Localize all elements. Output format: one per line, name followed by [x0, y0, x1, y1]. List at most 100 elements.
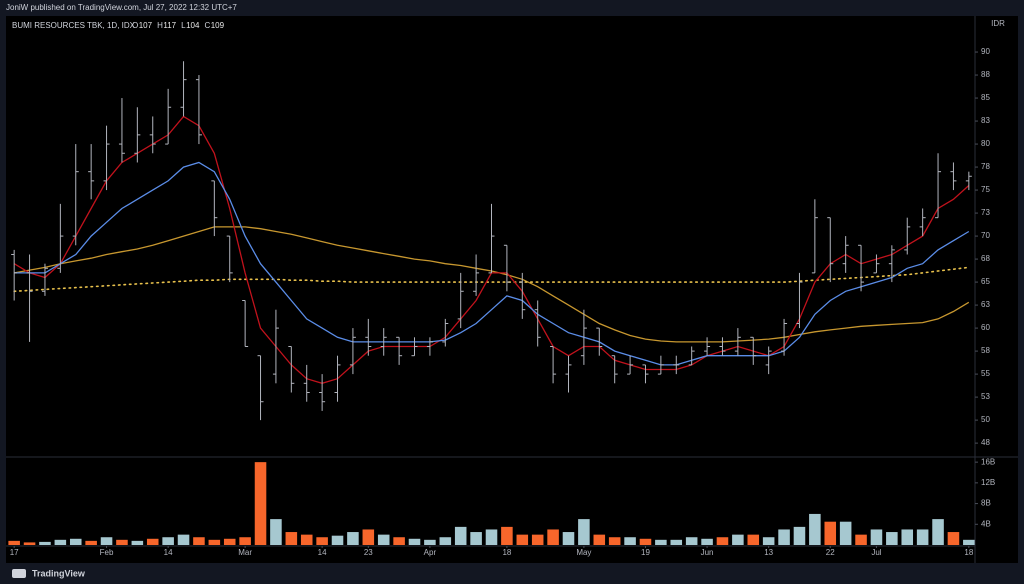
volume-bar [670, 539, 683, 545]
volume-bar [393, 537, 405, 545]
ohlc-value: 107 [139, 21, 153, 30]
x-tick-label: Mar [238, 548, 252, 557]
x-tick-label: Jul [871, 548, 881, 557]
volume-bar [716, 537, 729, 545]
volume-bar [593, 534, 606, 545]
volume-bar [855, 534, 867, 545]
x-tick-label: 19 [641, 548, 650, 557]
volume-bar [963, 539, 975, 545]
volume-bar [193, 537, 205, 545]
volume-bar [485, 529, 498, 545]
y-tick-label: 55 [981, 369, 990, 378]
volume-bar [69, 538, 82, 545]
volume-bar [793, 526, 806, 545]
volume-bar [547, 529, 559, 545]
volume-tick-label: 12B [981, 478, 995, 487]
volume-bar [470, 532, 482, 545]
volume-bar [932, 519, 944, 545]
currency: IDR [991, 19, 1005, 28]
y-tick-label: 90 [981, 47, 990, 56]
volume-bar [424, 539, 436, 545]
volume-bar [23, 542, 36, 545]
volume-bar [516, 534, 529, 545]
volume-bar [562, 532, 575, 545]
moving-average [14, 161, 970, 366]
x-tick-label: 23 [364, 548, 373, 557]
y-tick-label: 78 [981, 162, 990, 171]
volume-bar [131, 540, 144, 545]
volume-bar [732, 534, 744, 545]
volume-tick-label: 4B [981, 519, 991, 528]
ohlc-key: O [132, 21, 138, 30]
ohlc-key: L [181, 21, 186, 30]
y-tick-label: 48 [981, 438, 990, 447]
y-tick-label: 70 [981, 231, 990, 240]
volume-bar [300, 534, 313, 545]
volume-bar [778, 529, 790, 545]
volume-bar [501, 526, 513, 545]
x-tick-label: 13 [764, 548, 773, 557]
volume-bar [347, 532, 359, 545]
y-tick-label: 60 [981, 323, 990, 332]
chart-pane [6, 16, 1018, 563]
publish-header: JoniW published on TradingView.com, Jul … [6, 3, 237, 12]
volume-bar [100, 537, 113, 545]
volume-bar [54, 539, 67, 545]
y-tick-label: 50 [981, 415, 990, 424]
x-tick-label: 17 [10, 548, 19, 557]
volume-bar [223, 538, 236, 545]
ohlc-key: C [204, 21, 210, 30]
volume-tick-label: 16B [981, 457, 995, 466]
y-tick-label: 75 [981, 185, 990, 194]
volume-bar [916, 529, 929, 545]
volume-bar [655, 539, 667, 545]
volume-bar [331, 535, 344, 545]
x-tick-label: 22 [826, 548, 835, 557]
footer-brand: TradingView [32, 568, 86, 578]
volume-bar [408, 538, 421, 545]
y-tick-label: 88 [981, 70, 990, 79]
y-tick-label: 85 [981, 93, 990, 102]
y-tick-label: 68 [981, 254, 990, 263]
volume-bar [254, 462, 267, 545]
volume-bar [870, 529, 883, 545]
volume-bar [177, 534, 190, 545]
volume-bar [901, 529, 914, 545]
y-tick-label: 73 [981, 208, 990, 217]
volume-bar [639, 538, 652, 545]
volume-bar [208, 539, 221, 545]
symbol: BUMI RESOURCES TBK, 1D, IDX [12, 21, 136, 30]
volume-bar [285, 532, 298, 545]
x-tick-label: Jun [701, 548, 714, 557]
y-tick-label: 63 [981, 300, 990, 309]
ohlc-value: 117 [163, 21, 176, 30]
y-tick-label: 53 [981, 392, 990, 401]
x-tick-label: 18 [502, 548, 511, 557]
volume-bar [270, 519, 282, 545]
x-tick-label: 14 [164, 548, 173, 557]
volume-bar [839, 521, 852, 545]
volume-bar [39, 541, 51, 545]
ohlc-value: 109 [211, 21, 225, 30]
volume-tick-label: 8B [981, 499, 991, 508]
volume-bar [362, 529, 375, 545]
ohlc-value: 104 [186, 21, 200, 30]
y-tick-label: 58 [981, 346, 990, 355]
volume-bar [608, 537, 621, 545]
x-tick-label: 14 [318, 548, 327, 557]
volume-bar [747, 534, 760, 545]
volume-bar [947, 532, 960, 545]
volume-bar [239, 537, 251, 545]
y-tick-label: 65 [981, 277, 990, 286]
volume-bar [531, 534, 544, 545]
volume-bar [762, 537, 775, 545]
volume-bar [85, 540, 97, 545]
volume-bar [886, 532, 898, 545]
x-tick-label: Apr [424, 548, 437, 557]
y-tick-label: 80 [981, 139, 990, 148]
volume-bar [685, 537, 698, 545]
volume-bar [624, 537, 636, 545]
volume-bar [439, 537, 452, 545]
volume-bar [377, 534, 390, 545]
x-tick-label: May [576, 548, 591, 557]
